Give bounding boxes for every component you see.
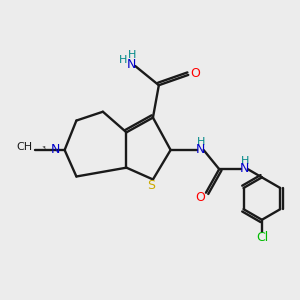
Text: N: N bbox=[51, 143, 61, 157]
Text: CH: CH bbox=[17, 142, 33, 152]
Text: H: H bbox=[128, 50, 136, 60]
Text: ₃: ₃ bbox=[41, 142, 45, 152]
Text: H: H bbox=[119, 55, 127, 64]
Text: N: N bbox=[196, 143, 205, 156]
Text: N: N bbox=[127, 58, 136, 71]
Text: S: S bbox=[148, 179, 155, 192]
Text: N: N bbox=[240, 162, 250, 175]
Text: O: O bbox=[190, 67, 200, 80]
Text: O: O bbox=[196, 190, 206, 204]
Text: Cl: Cl bbox=[256, 231, 268, 244]
Text: H: H bbox=[241, 156, 249, 166]
Text: H: H bbox=[196, 137, 205, 147]
